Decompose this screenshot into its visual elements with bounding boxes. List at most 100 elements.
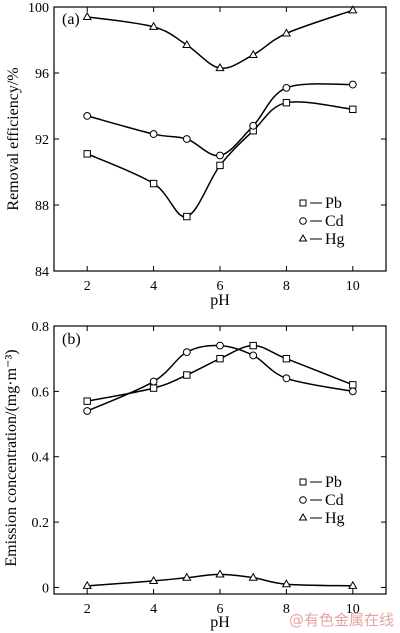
- x-tick-label: 8: [283, 602, 290, 617]
- data-point-hg: [215, 63, 225, 72]
- legend-a: Pb Cd Hg: [298, 195, 345, 248]
- data-point-hg: [248, 49, 258, 58]
- legend-item-hg-b: Hg: [298, 510, 345, 527]
- data-point-hg: [148, 21, 159, 30]
- legend-label-hg-a: Hg: [325, 231, 345, 248]
- data-point-pb: [183, 212, 191, 221]
- data-point-cd: [282, 83, 291, 92]
- y-tick-label: 100: [28, 1, 49, 16]
- series-line-pb: [87, 344, 354, 402]
- y-tick-label: 88: [35, 199, 49, 214]
- x-tick-label: 4: [150, 279, 157, 294]
- data-point-cd: [182, 348, 191, 357]
- data-point-cd: [216, 341, 224, 350]
- legend-label-hg-b: Hg: [325, 510, 345, 527]
- x-tick-label: 6: [217, 279, 224, 294]
- y-tick-label: 96: [35, 67, 49, 82]
- data-point-cd: [83, 407, 92, 415]
- data-point-cd: [149, 377, 158, 386]
- x-tick-label: 2: [84, 279, 91, 294]
- data-point-pb: [83, 397, 91, 405]
- data-point-pb: [349, 381, 357, 389]
- data-point-hg: [348, 580, 358, 589]
- x-tick-label: 4: [150, 602, 157, 617]
- legend-circle-marker-icon: [299, 496, 307, 504]
- data-point-pb: [149, 179, 158, 188]
- legend-item-cd-b: Cd: [299, 492, 344, 509]
- data-point-cd: [182, 135, 191, 143]
- legend-item-hg-a: Hg: [298, 231, 345, 248]
- data-point-pb: [349, 105, 357, 113]
- x-tick-label: 10: [346, 279, 360, 294]
- data-point-hg: [248, 572, 258, 581]
- panel-b-emission-concentration: (b) pH Emission concentration/(mg·m⁻³) 2…: [3, 320, 387, 631]
- data-point-hg: [348, 5, 358, 14]
- data-point-cd: [249, 351, 258, 360]
- watermark: @有色金属在线: [289, 611, 394, 629]
- data-point-pb: [83, 150, 91, 158]
- data-point-pb: [282, 354, 291, 363]
- legend-b: Pb Cd Hg: [298, 474, 345, 527]
- y-tick-label: 0.4: [32, 451, 50, 466]
- data-point-pb: [216, 161, 224, 170]
- y-tick-label: 92: [35, 133, 49, 148]
- x-axis-label-a: pH: [210, 292, 230, 309]
- legend-square-marker-icon: [299, 478, 307, 486]
- marks-a: [82, 5, 358, 221]
- data-point-hg: [281, 28, 292, 37]
- data-point-pb: [216, 354, 224, 363]
- legend-item-cd-a: Cd: [299, 213, 344, 230]
- x-tick-label: 2: [84, 602, 91, 617]
- legend-label-cd-a: Cd: [325, 213, 344, 230]
- data-point-pb: [149, 384, 158, 392]
- y-axis-label-a: Removal efficiency/%: [5, 67, 22, 210]
- data-point-hg: [182, 572, 192, 581]
- data-point-pb: [249, 341, 257, 350]
- legend-triangle-marker-icon: [298, 234, 308, 242]
- curves-a: [86, 9, 354, 218]
- data-point-hg: [215, 569, 225, 578]
- x-tick-label: 10: [346, 602, 360, 617]
- marks-b: [82, 341, 358, 589]
- legend-triangle-marker-icon: [298, 513, 308, 521]
- x-tick-label: 8: [283, 279, 290, 294]
- legend-square-marker-icon: [299, 199, 307, 207]
- data-point-cd: [282, 374, 291, 383]
- data-point-hg: [182, 39, 192, 49]
- panel-label-a: (a): [62, 11, 80, 28]
- data-point-cd: [216, 151, 224, 160]
- data-point-cd: [83, 112, 92, 120]
- legend-label-pb-a: Pb: [325, 195, 342, 212]
- panel-a-removal-efficiency: (a) pH Removal efficiency/% 2 4 6 8 10 84 88 92…: [5, 1, 387, 309]
- data-point-cd: [249, 121, 258, 130]
- legend-item-pb-a: Pb: [299, 195, 342, 212]
- y-tick-label: 0: [42, 581, 49, 596]
- data-point-hg: [82, 11, 92, 20]
- panel-label-b: (b): [62, 331, 81, 348]
- x-axis-label-b: pH: [210, 614, 230, 631]
- data-point-hg: [82, 580, 92, 589]
- curves-b: [86, 344, 354, 587]
- ticks-a: 2 4 6 8 10 84 88 92 96 100: [28, 1, 386, 294]
- data-point-cd: [149, 130, 158, 138]
- legend-circle-marker-icon: [299, 217, 307, 225]
- legend-label-cd-b: Cd: [325, 492, 344, 509]
- data-point-pb: [282, 99, 291, 107]
- data-point-cd: [348, 80, 357, 89]
- data-point-cd: [348, 387, 357, 396]
- y-tick-label: 0.6: [32, 385, 50, 400]
- legend-label-pb-b: Pb: [325, 474, 342, 491]
- data-point-hg: [148, 575, 159, 585]
- data-point-hg: [281, 579, 292, 588]
- y-tick-label: 0.2: [32, 516, 50, 531]
- ticks-b: 2 4 6 8 10 0 0.2 0.4 0.6 0.8: [32, 320, 386, 617]
- legend-item-pb-b: Pb: [299, 474, 342, 491]
- y-tick-label: 84: [35, 265, 49, 280]
- y-tick-label: 0.8: [32, 320, 50, 335]
- series-line-cd: [87, 83, 353, 157]
- y-axis-label-b: Emission concentration/(mg·m⁻³): [3, 349, 20, 566]
- data-point-pb: [183, 371, 191, 379]
- plot-frame-b: [53, 325, 387, 595]
- x-tick-label: 6: [217, 602, 224, 617]
